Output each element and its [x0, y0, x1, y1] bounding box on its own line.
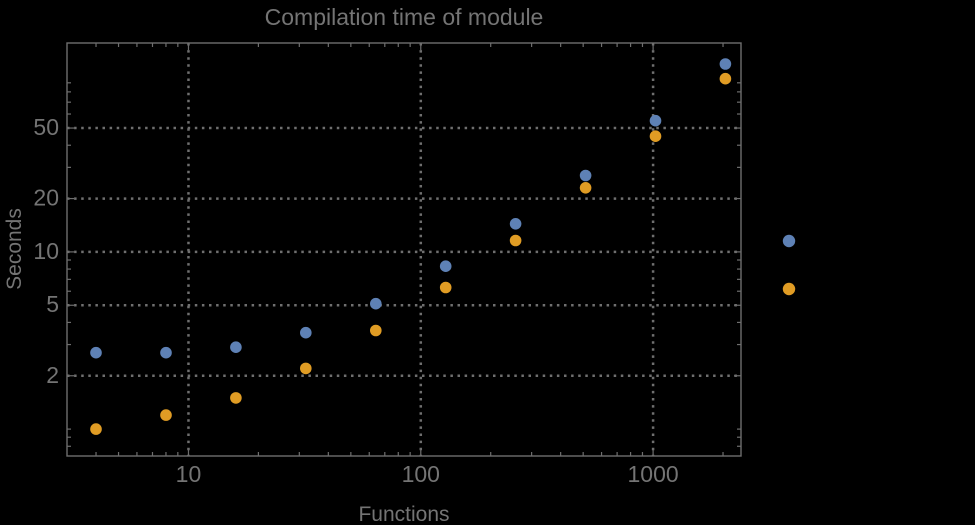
data-point-series-1-blue	[719, 58, 732, 70]
data-point-series-2-orange	[300, 362, 312, 375]
plot-frame	[66, 42, 742, 457]
chart-layer: 10 100 1000 2 5 10 20 50	[33, 42, 796, 487]
data-point-series-2-orange	[90, 423, 102, 435]
data-point-series-1-blue	[90, 346, 102, 359]
data-point-series-2-orange	[230, 392, 242, 404]
data-point-series-2-orange	[719, 72, 732, 85]
y-tick-label: 5	[46, 291, 59, 317]
data-point-series-1-blue	[649, 114, 662, 127]
data-point-series-1-blue	[509, 218, 522, 230]
x-tick-label: 10	[176, 461, 202, 487]
x-tick-label: 1000	[628, 461, 679, 487]
data-point-series-1-blue	[300, 326, 312, 339]
data-point-series-2-orange	[509, 234, 522, 247]
data-point-series-2-orange	[579, 182, 592, 194]
data-point-series-1-blue	[579, 169, 592, 182]
data-point-series-2-orange	[649, 130, 662, 142]
data-point-series-1-blue	[160, 346, 172, 359]
y-tick-label: 50	[33, 114, 59, 140]
y-axis-label: Seconds	[3, 208, 26, 290]
legend-marker-series-1-blue	[782, 234, 796, 248]
data-point-series-1-blue	[370, 297, 382, 310]
data-point-series-2-orange	[370, 324, 382, 337]
data-point-series-1-blue	[230, 341, 242, 354]
x-axis-label: Functions	[358, 503, 449, 525]
y-tick-label: 10	[33, 238, 59, 264]
data-point-series-2-orange	[160, 409, 172, 421]
data-point-series-1-blue	[439, 260, 452, 273]
x-tick-label: 100	[402, 461, 440, 487]
y-tick-label: 20	[33, 185, 59, 211]
chart-title: Compilation time of module	[265, 4, 544, 30]
legend-marker-series-2-orange	[782, 282, 796, 296]
y-tick-label: 2	[46, 362, 59, 388]
data-point-series-2-orange	[439, 281, 452, 294]
